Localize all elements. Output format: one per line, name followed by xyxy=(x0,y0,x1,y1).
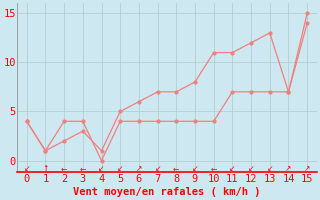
Text: ↗: ↗ xyxy=(285,164,292,173)
Text: ↙: ↙ xyxy=(267,164,273,173)
Text: ↙: ↙ xyxy=(192,164,198,173)
Text: ↗: ↗ xyxy=(136,164,142,173)
Text: ↙: ↙ xyxy=(117,164,124,173)
Text: ↙: ↙ xyxy=(98,164,105,173)
Text: ↑: ↑ xyxy=(42,164,49,173)
Text: ↙: ↙ xyxy=(24,164,30,173)
Text: ↙: ↙ xyxy=(229,164,236,173)
Text: ↗: ↗ xyxy=(304,164,310,173)
Text: ←: ← xyxy=(173,164,180,173)
X-axis label: Vent moyen/en rafales ( km/h ): Vent moyen/en rafales ( km/h ) xyxy=(73,187,261,197)
Text: ←: ← xyxy=(211,164,217,173)
Text: ←: ← xyxy=(80,164,86,173)
Text: ↙: ↙ xyxy=(155,164,161,173)
Text: ↙: ↙ xyxy=(248,164,254,173)
Text: ←: ← xyxy=(61,164,67,173)
